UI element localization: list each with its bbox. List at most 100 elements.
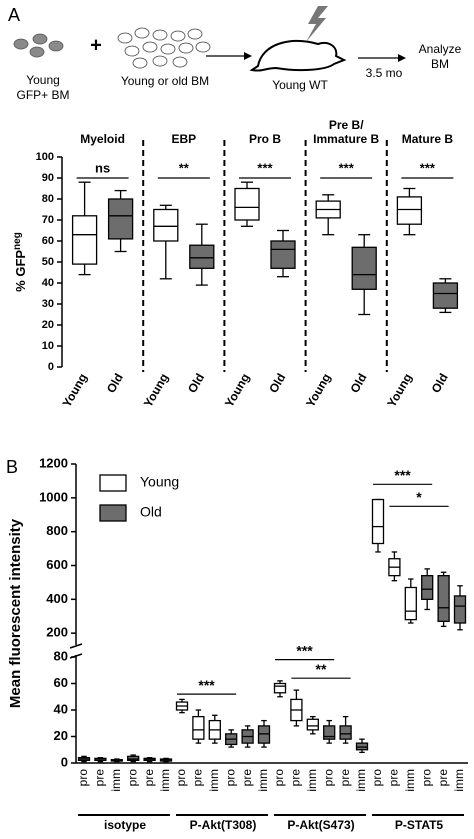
y-tick-label: 80 bbox=[54, 648, 68, 663]
y-tick-label: 40 bbox=[42, 277, 54, 289]
significance-label: ** bbox=[316, 661, 327, 677]
x-tick-label: pro bbox=[321, 769, 335, 787]
y-tick-label: 40 bbox=[54, 701, 68, 716]
significance-label: *** bbox=[339, 160, 355, 175]
y-tick-label: 1200 bbox=[39, 455, 68, 470]
box bbox=[192, 715, 205, 740]
x-tick-label: pro bbox=[223, 769, 237, 787]
x-tick-label: pre bbox=[338, 769, 352, 787]
box bbox=[355, 742, 369, 751]
x-tick-label: pre bbox=[191, 769, 205, 787]
x-tick-label: pre bbox=[142, 769, 156, 787]
box bbox=[351, 246, 377, 290]
x-tick-label: imm bbox=[305, 769, 319, 792]
label: 3.5 mo bbox=[366, 66, 403, 80]
x-tick-label: imm bbox=[403, 769, 417, 792]
x-tick-label: imm bbox=[452, 769, 466, 792]
group-label: Myeloid bbox=[80, 132, 125, 146]
x-tick-label: imm bbox=[109, 769, 123, 792]
box bbox=[234, 187, 260, 221]
significance-label: *** bbox=[394, 467, 411, 483]
y-tick-label: 400 bbox=[46, 591, 68, 606]
box bbox=[453, 595, 467, 624]
x-tick-label: Old bbox=[429, 371, 451, 395]
x-tick-label: pre bbox=[289, 769, 303, 787]
x-tick-label: imm bbox=[158, 769, 172, 792]
y-tick-label: 0 bbox=[48, 361, 54, 373]
y-tick-label: 50 bbox=[42, 256, 54, 268]
panel-label: B bbox=[6, 457, 18, 477]
legend-label: Old bbox=[140, 504, 162, 520]
x-tick-label: pre bbox=[436, 769, 450, 787]
group-label: Immature B bbox=[313, 132, 379, 146]
significance-label: *** bbox=[198, 677, 215, 693]
group-label: Pro B bbox=[249, 132, 281, 146]
box bbox=[153, 208, 179, 242]
y-tick-label: 1000 bbox=[39, 489, 68, 504]
y-tick-label: 20 bbox=[54, 728, 68, 743]
box bbox=[189, 244, 215, 269]
x-tick-label: Old bbox=[185, 371, 207, 395]
y-tick-label: 90 bbox=[42, 172, 54, 184]
y-tick-label: 60 bbox=[42, 235, 54, 247]
x-tick-label: pre bbox=[93, 769, 107, 787]
x-tick-label: Young bbox=[303, 371, 333, 410]
x-tick-label: pro bbox=[272, 769, 286, 787]
y-tick-label: 800 bbox=[46, 523, 68, 538]
group-label: Pre B/ bbox=[329, 118, 364, 132]
box bbox=[127, 755, 140, 761]
x-tick-label: Young bbox=[141, 371, 171, 410]
label: Young WT bbox=[272, 78, 328, 92]
x-tick-label: Old bbox=[347, 371, 369, 395]
y-tick-label: 600 bbox=[46, 557, 68, 572]
x-tick-label: Young bbox=[384, 371, 414, 410]
x-tick-label: pro bbox=[419, 769, 433, 787]
label: Young bbox=[26, 73, 60, 87]
y-tick-label: 10 bbox=[42, 340, 54, 352]
x-tick-label: pro bbox=[76, 769, 90, 787]
label: Analyze bbox=[419, 42, 462, 56]
significance-label: ** bbox=[179, 160, 190, 175]
y-tick-label: 20 bbox=[42, 319, 54, 331]
box bbox=[339, 725, 352, 740]
box bbox=[323, 725, 336, 740]
box bbox=[257, 725, 271, 744]
box bbox=[396, 196, 423, 225]
x-tick-label: imm bbox=[207, 769, 221, 792]
x-tick-label: pro bbox=[370, 769, 384, 787]
x-tick-label: imm bbox=[256, 769, 270, 792]
box bbox=[270, 240, 296, 269]
significance-label: * bbox=[416, 489, 422, 505]
group-label: isotype bbox=[104, 818, 146, 832]
y-axis-label: Mean fluorescent intensity bbox=[7, 518, 24, 708]
box bbox=[71, 215, 98, 265]
label: GFP+ BM bbox=[16, 88, 69, 102]
x-tick-label: pro bbox=[174, 769, 188, 787]
box bbox=[306, 718, 319, 731]
significance-label: *** bbox=[296, 642, 313, 658]
panel-label: A bbox=[8, 5, 20, 25]
label: BM bbox=[431, 57, 449, 71]
x-tick-label: Young bbox=[222, 371, 252, 410]
y-axis-label-main: % GFP bbox=[13, 250, 28, 292]
x-tick-label: imm bbox=[354, 769, 368, 792]
box bbox=[437, 574, 450, 622]
group-label: EBP bbox=[171, 132, 196, 146]
x-tick-label: pre bbox=[387, 769, 401, 787]
x-tick-label: pro bbox=[125, 769, 139, 787]
x-tick-label: Old bbox=[266, 371, 288, 395]
significance-label: ns bbox=[95, 160, 110, 175]
y-axis-label: % GFPneg bbox=[12, 232, 29, 292]
box bbox=[107, 198, 134, 240]
y-tick-label: 30 bbox=[42, 298, 54, 310]
group-label: P-STAT5 bbox=[395, 818, 444, 832]
group-label: P-Akt(T308) bbox=[190, 818, 257, 832]
box bbox=[421, 574, 434, 600]
schematic: A Young GFP+ BM + Young or old BM Young … bbox=[8, 5, 462, 102]
box bbox=[273, 682, 287, 694]
group-label: P-Akt(S473) bbox=[287, 818, 354, 832]
legend-swatch bbox=[99, 504, 127, 522]
group-label: Mature B bbox=[402, 132, 454, 146]
x-tick-label: pre bbox=[240, 769, 254, 787]
